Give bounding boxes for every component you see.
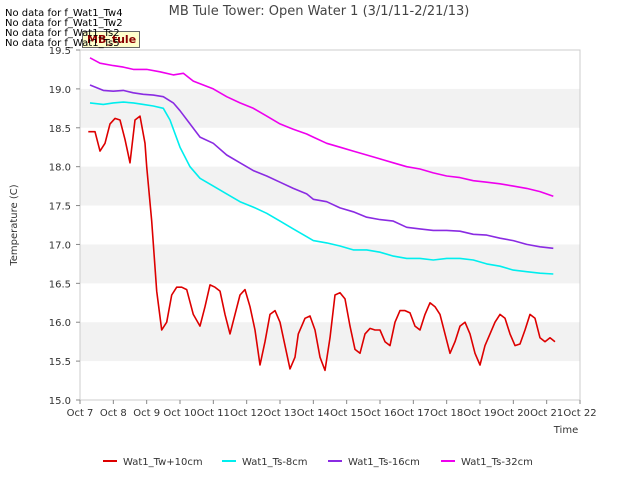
y-tick-label: 15.5 <box>49 357 71 368</box>
y-axis-label: Temperature (C) <box>9 184 20 266</box>
x-tick-label: Oct 8 <box>100 408 127 419</box>
grid-band <box>80 244 580 284</box>
x-tick-label: Oct 15 <box>330 408 363 419</box>
y-tick-label: 16.5 <box>49 279 71 290</box>
legend-label: Wat1_Ts-32cm <box>461 457 533 468</box>
legend-label: Wat1_Tw+10cm <box>123 457 203 468</box>
legend: Wat1_Tw+10cm Wat1_Ts-8cm Wat1_Ts-16cm Wat1_… <box>103 457 533 468</box>
series-lines <box>88 57 556 372</box>
x-tick-label: Oct 10 <box>163 408 196 419</box>
no-data-message: No data for f_Wat1_Ts5 <box>5 38 120 49</box>
legend-label: Wat1_Ts-8cm <box>242 457 308 468</box>
x-tick-label: Oct 18 <box>430 408 463 419</box>
y-tick-label: 15.0 <box>49 396 71 407</box>
x-tick-label: Oct 21 <box>530 408 563 419</box>
plot-frame <box>79 49 581 401</box>
no-data-message: No data for f_Wat1_Tw4 <box>5 8 123 19</box>
x-tick-label: Oct 19 <box>463 408 496 419</box>
y-tick-label: 16.0 <box>49 318 71 329</box>
legend-label: Wat1_Ts-16cm <box>348 457 420 468</box>
x-tick-label: Oct 13 <box>263 408 296 419</box>
x-tick-label: Oct 11 <box>197 408 230 419</box>
x-tick-label: Oct 22 <box>563 408 596 419</box>
y-tick-label: 18.0 <box>49 163 71 174</box>
x-tick-label: Oct 7 <box>67 408 94 419</box>
grid-band <box>80 166 580 206</box>
chart-title: MB Tule Tower: Open Water 1 (3/1/11-2/21… <box>169 4 470 19</box>
x-axis-ticks: Oct 7 Oct 8 Oct 9 Oct 10 Oct 11 Oct 12 Oct 13 O… <box>67 400 597 419</box>
x-tick-label: Oct 16 <box>363 408 396 419</box>
series-line-wat1-ts-8cm <box>89 101 554 275</box>
series-line-wat1-ts-16cm <box>89 84 554 250</box>
y-tick-label: 17.5 <box>49 202 71 213</box>
y-tick-label: 19.5 <box>49 46 71 57</box>
x-axis-label: Time <box>553 425 578 436</box>
x-tick-label: Oct 9 <box>133 408 160 419</box>
x-tick-label: Oct 12 <box>230 408 263 419</box>
y-tick-label: 19.0 <box>49 85 71 96</box>
site-badge: MB_tule <box>82 31 140 48</box>
series-line-wat1-ts-32cm <box>89 57 554 197</box>
x-tick-label: Oct 14 <box>297 408 330 419</box>
y-axis-ticks: 15.0 15.5 16.0 16.5 17.0 17.5 18.0 18.5 19.0 19.5 <box>49 46 80 407</box>
series-line-wat1-tw-10cm <box>88 115 556 372</box>
y-tick-label: 18.5 <box>49 124 71 135</box>
y-tick-label: 17.0 <box>49 240 71 251</box>
x-tick-label: Oct 17 <box>397 408 430 419</box>
no-data-message: No data for f_Wat1_Ts2 <box>5 28 120 39</box>
x-tick-label: Oct 20 <box>497 408 530 419</box>
no-data-message: No data for f_Wat1_Tw2 <box>5 18 123 29</box>
grid-bands <box>80 88 580 362</box>
